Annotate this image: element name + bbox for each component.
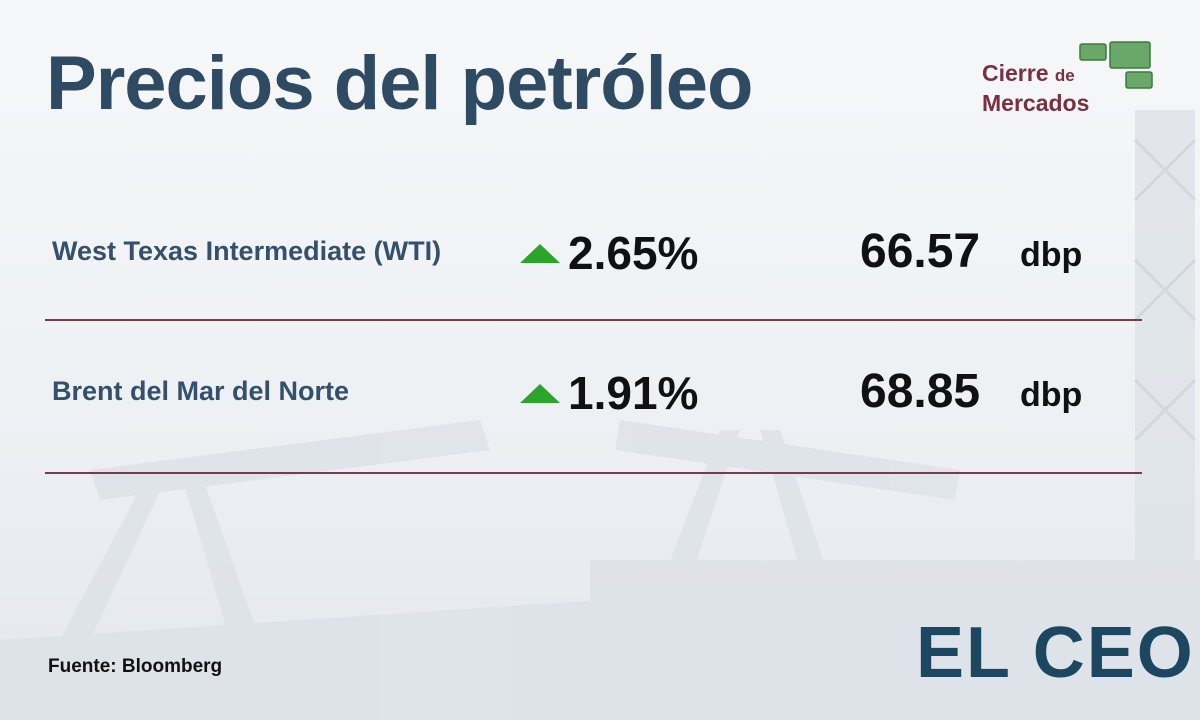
row-price: 66.57 <box>860 225 981 278</box>
row-unit: dbp <box>1020 236 1083 274</box>
divider <box>45 319 1142 321</box>
up-arrow <box>520 384 560 403</box>
row-unit: dbp <box>1020 376 1083 414</box>
source: Fuente: Bloomberg <box>48 656 223 677</box>
up-arrow <box>520 244 560 263</box>
row-price: 68.85 <box>860 365 981 418</box>
badge-text: de <box>1054 66 1075 85</box>
row-name: West Texas Intermediate (WTI) <box>52 236 442 266</box>
divider <box>45 472 1142 474</box>
brand-logo: EL CEO <box>916 613 1195 693</box>
row-change: 2.65% <box>568 227 699 279</box>
badge-text: Cierre <box>982 60 1049 86</box>
badge-text: Mercados <box>982 90 1090 116</box>
badge-line: Cierre de <box>982 60 1075 87</box>
row-name: Brent del Mar del Norte <box>52 376 350 406</box>
title: Precios del petróleo <box>46 41 753 126</box>
row-change: 1.91% <box>568 367 699 419</box>
